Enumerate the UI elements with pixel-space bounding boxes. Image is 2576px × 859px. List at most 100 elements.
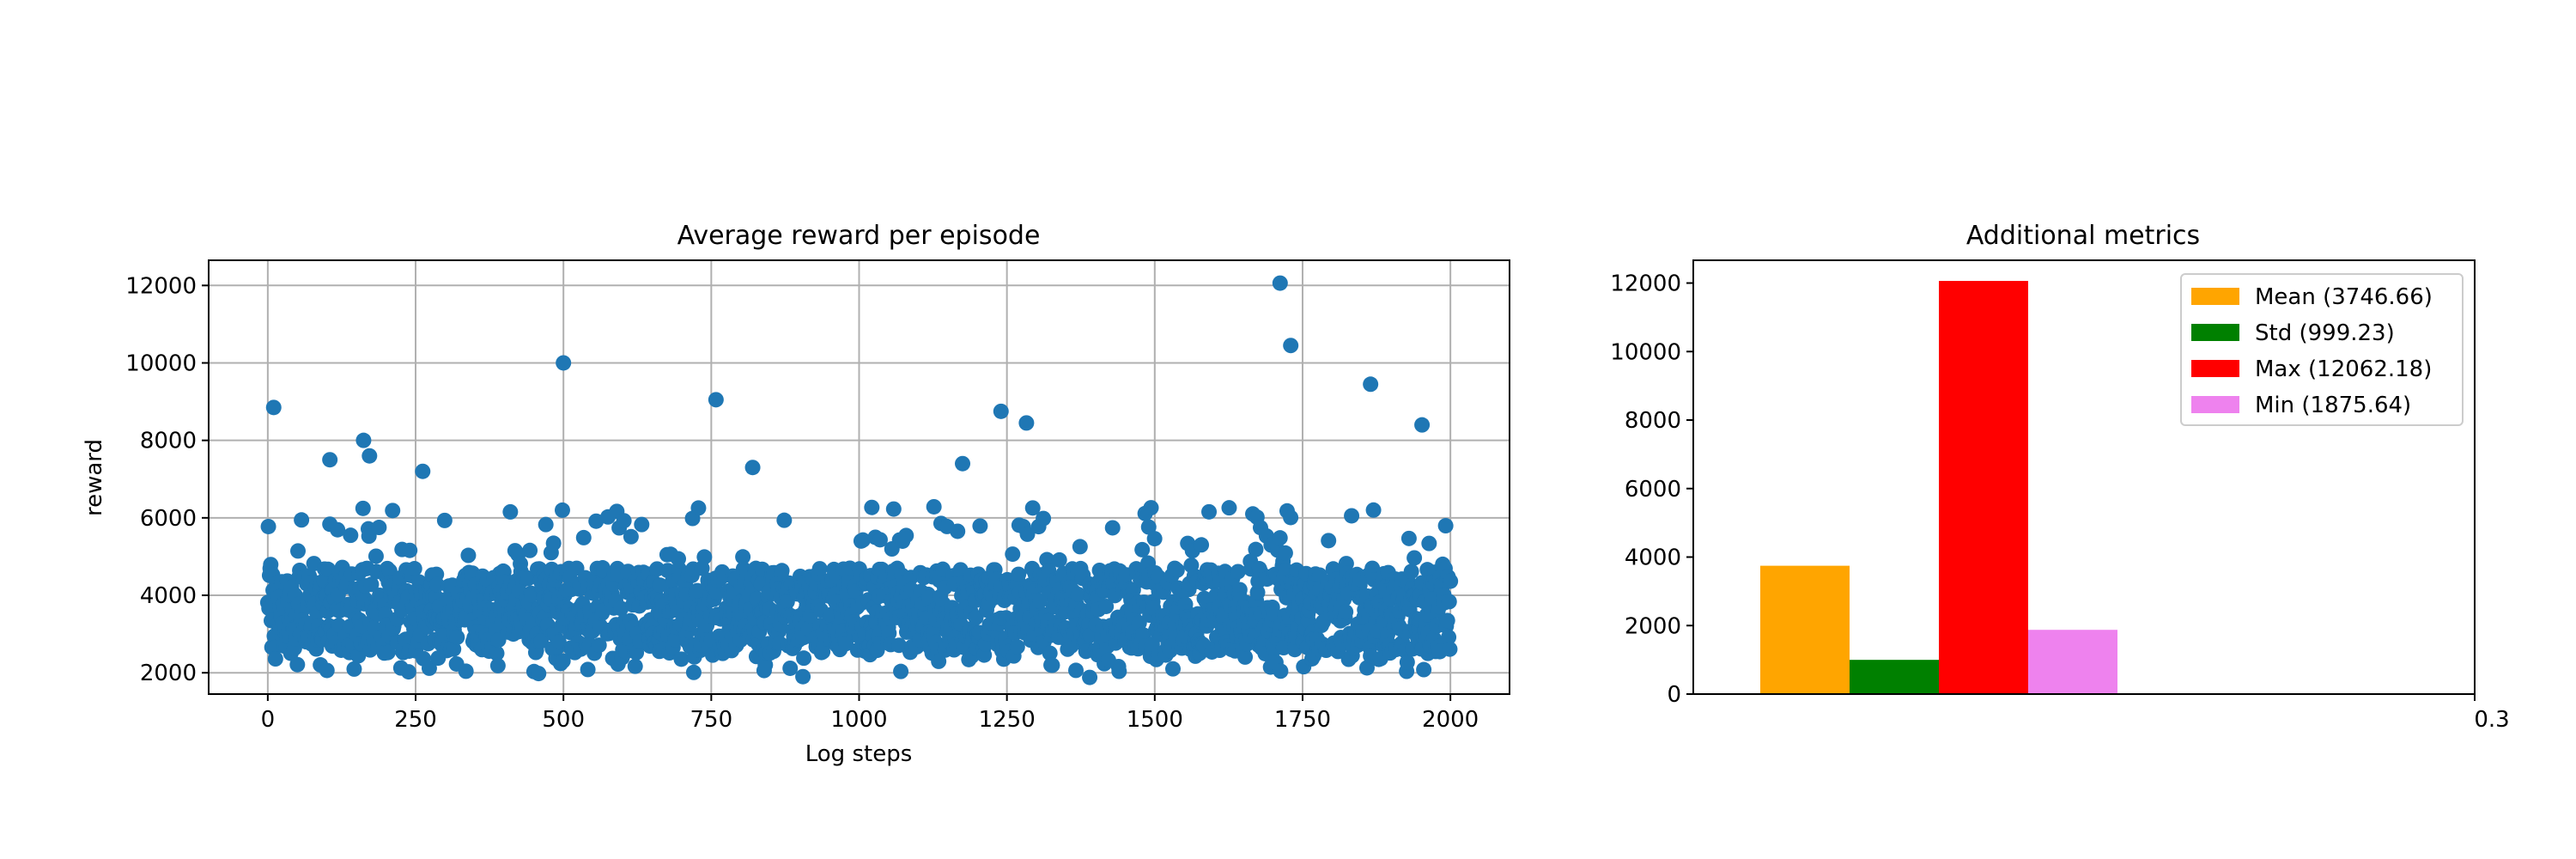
bar-legend: Mean (3746.66) Std (999.23) Max (12062.18)… — [2180, 273, 2464, 426]
scatter-point — [1441, 629, 1457, 645]
scatter-point — [436, 512, 453, 528]
y-tick-label: 12000 — [125, 273, 197, 299]
scatter-point — [538, 516, 554, 533]
scatter-point — [885, 501, 902, 517]
bar-mean — [1760, 565, 1850, 694]
scatter-point — [363, 576, 380, 593]
scatter-point — [1437, 518, 1454, 534]
scatter-point — [1416, 661, 1432, 678]
scatter-point — [627, 658, 643, 674]
y-tick-label: 10000 — [125, 350, 197, 376]
scatter-point — [1442, 641, 1458, 657]
bar-frame — [1692, 259, 2476, 695]
y-tick-label: 2000 — [140, 661, 197, 686]
scatter-point — [1072, 539, 1088, 555]
bar-bars — [1760, 281, 2117, 694]
scatter-point — [1011, 566, 1027, 582]
x-tick-label: 1250 — [979, 707, 1036, 733]
scatter-point — [591, 637, 607, 654]
scatter-point — [322, 452, 338, 468]
scatter-point — [1165, 661, 1182, 677]
scatter-point — [1201, 503, 1218, 520]
scatter-point — [1143, 500, 1159, 516]
scatter-point — [556, 355, 572, 371]
scatter-point — [1283, 338, 1299, 354]
scatter-point — [776, 512, 793, 528]
scatter-ticks: 0 250 500 750 1000 1250 1500 1750 2000 2000 4000 60… — [125, 273, 1479, 733]
scatter-point — [1249, 584, 1266, 600]
scatter-point — [673, 651, 690, 667]
scatter-point — [368, 548, 384, 564]
x-tick-label: 250 — [394, 707, 437, 733]
scatter-point — [623, 528, 639, 545]
scatter-point — [1338, 604, 1354, 620]
scatter-point — [652, 577, 668, 594]
scatter-point — [355, 432, 372, 448]
scatter-point — [1068, 662, 1084, 679]
x-tick-label: 0.3 — [2474, 707, 2509, 733]
x-tick-label: 1500 — [1127, 707, 1183, 733]
scatter-point — [708, 392, 724, 408]
scatter-point — [371, 520, 387, 536]
scatter-point — [782, 660, 799, 676]
scatter-point — [1403, 564, 1419, 580]
scatter-point — [881, 625, 897, 642]
scatter-point — [575, 529, 592, 545]
scatter-point — [1070, 587, 1086, 603]
scatter-point — [893, 663, 909, 679]
scatter-point — [320, 561, 337, 577]
scatter-point — [406, 561, 422, 577]
scatter-point — [708, 584, 725, 600]
scatter-point — [533, 633, 550, 649]
scatter-point — [1321, 533, 1337, 549]
scatter-point — [290, 543, 307, 559]
scatter-point — [926, 498, 942, 515]
legend-box — [2180, 273, 2464, 426]
scatter-point — [864, 499, 880, 515]
scatter-point — [520, 570, 537, 587]
scatter-point — [1230, 564, 1246, 580]
scatter-point — [1441, 594, 1457, 610]
scatter-point — [1131, 615, 1147, 631]
scatter-point — [294, 512, 310, 528]
scatter-point — [690, 582, 706, 599]
scatter-point — [1272, 530, 1288, 546]
scatter-point — [1111, 663, 1127, 679]
x-tick-label: 0 — [261, 707, 276, 733]
scatter-point — [757, 657, 774, 673]
scatter-point — [898, 527, 914, 544]
y-tick-label: 6000 — [1625, 477, 1681, 503]
scatter-point — [1169, 562, 1185, 578]
scatter-point — [1358, 660, 1375, 676]
scatter-panel: Average reward per episode 0 250 500 750 100… — [82, 221, 1510, 767]
scatter-point — [385, 503, 401, 519]
scatter-point — [1036, 510, 1052, 527]
x-tick-label: 1000 — [830, 707, 887, 733]
scatter-point — [1365, 502, 1382, 518]
scatter-point — [415, 463, 431, 479]
scatter-point — [380, 644, 396, 661]
scatter-point — [690, 500, 707, 516]
legend-swatch — [2191, 360, 2239, 377]
scatter-point — [634, 516, 650, 533]
bar-panel: Additional metrics 0 2000 4000 6000 8000 1000… — [1610, 221, 2509, 733]
y-tick-label: 2000 — [1625, 613, 1681, 639]
scatter-point — [1042, 645, 1058, 661]
scatter-point — [555, 653, 571, 669]
scatter-point — [735, 549, 751, 565]
scatter-point — [1400, 530, 1417, 546]
x-tick-label: 1750 — [1274, 707, 1331, 733]
scatter-point — [489, 645, 505, 661]
x-tick-label: 500 — [542, 707, 585, 733]
scatter-title: Average reward per episode — [677, 221, 1041, 251]
scatter-point — [931, 653, 947, 669]
scatter-xlabel: Log steps — [805, 741, 913, 767]
scatter-point — [1009, 639, 1025, 655]
y-tick-label: 4000 — [140, 583, 197, 609]
scatter-point — [522, 542, 538, 558]
bar-std — [1850, 660, 1939, 694]
legend-swatch — [2191, 324, 2239, 341]
bar-title: Additional metrics — [1966, 221, 2200, 251]
scatter-point — [350, 648, 367, 664]
scatter-point — [402, 542, 418, 558]
